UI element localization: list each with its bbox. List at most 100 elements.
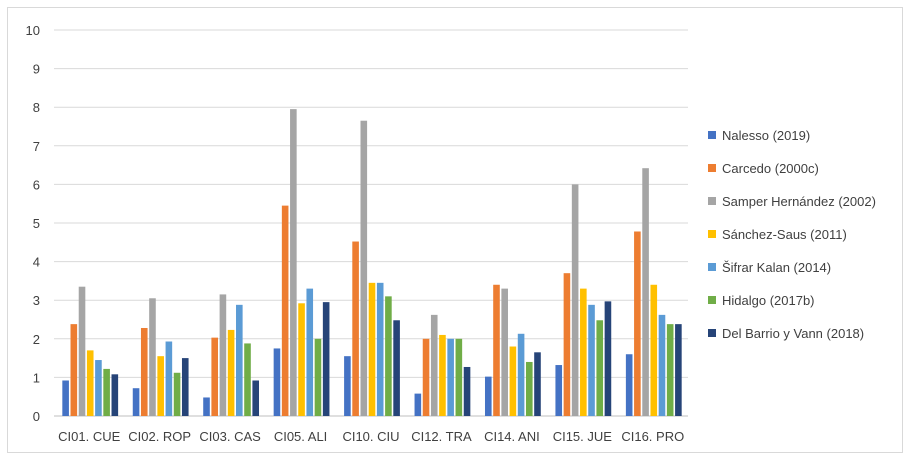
bar xyxy=(360,120,368,417)
legend-label: Nalesso (2019) xyxy=(722,128,810,143)
bar xyxy=(455,338,463,416)
bar xyxy=(132,388,140,416)
bar xyxy=(439,334,446,416)
legend-label: Samper Hernández (2002) xyxy=(722,194,876,209)
bar xyxy=(463,366,471,416)
y-axis: 0 1 2 3 4 5 6 7 8 9 10 xyxy=(26,23,40,424)
bar xyxy=(290,109,297,416)
bar xyxy=(322,302,330,416)
bar xyxy=(393,320,400,416)
bar xyxy=(571,184,579,416)
chart-area: 0 1 2 3 4 5 6 7 8 9 10 CI01. CUE CI02. ROP CI03. CAS… xyxy=(7,7,903,453)
legend-label: Del Barrio y Vann (2018) xyxy=(722,326,864,341)
bar xyxy=(493,284,500,416)
bar xyxy=(517,333,525,416)
bar xyxy=(634,231,641,416)
bar xyxy=(314,338,322,416)
bar xyxy=(385,296,392,416)
bar xyxy=(555,365,563,416)
bar xyxy=(281,205,289,416)
bar-chart: 0 1 2 3 4 5 6 7 8 9 10 CI01. CUE CI02. ROP CI03. CAS… xyxy=(26,23,876,444)
bars xyxy=(62,109,682,417)
legend: Nalesso (2019) Carcedo (2000c) Samper Hern… xyxy=(708,128,876,341)
x-category-label: CI10. CIU xyxy=(342,429,399,444)
legend-swatch xyxy=(708,131,716,139)
y-tick-label: 1 xyxy=(33,370,40,385)
legend-label: Hidalgo (2017b) xyxy=(722,293,815,308)
bar xyxy=(203,397,210,416)
bar xyxy=(211,337,219,416)
x-category-label: CI03. CAS xyxy=(199,429,261,444)
y-tick-label: 8 xyxy=(33,100,40,115)
legend-label: Sánchez-Saus (2011) xyxy=(722,227,847,242)
y-tick-label: 7 xyxy=(33,139,40,154)
bar xyxy=(298,303,305,416)
bar xyxy=(306,288,314,416)
bar xyxy=(604,301,612,416)
x-category-label: CI15. JUE xyxy=(553,429,613,444)
legend-swatch xyxy=(708,164,716,172)
bar xyxy=(149,298,156,416)
bar xyxy=(525,361,533,416)
bar xyxy=(140,327,148,416)
bar xyxy=(430,314,438,416)
bar xyxy=(422,338,430,416)
bar xyxy=(658,314,666,416)
bar xyxy=(484,376,492,416)
x-category-label: CI12. TRA xyxy=(411,429,472,444)
bar xyxy=(244,343,251,416)
y-tick-label: 6 xyxy=(33,177,40,192)
bar xyxy=(173,372,181,416)
legend-swatch xyxy=(708,296,716,304)
bar xyxy=(675,324,682,416)
bar xyxy=(501,288,508,416)
bar xyxy=(62,380,69,416)
y-tick-label: 0 xyxy=(33,409,40,424)
bar xyxy=(588,304,595,416)
bar xyxy=(111,374,119,416)
bar xyxy=(181,358,189,416)
bar xyxy=(625,354,633,416)
bar xyxy=(236,304,243,416)
bar xyxy=(95,360,102,416)
bar xyxy=(86,350,94,416)
legend-swatch xyxy=(708,197,716,205)
bar xyxy=(447,338,454,416)
x-category-label: CI16. PRO xyxy=(621,429,684,444)
y-tick-label: 4 xyxy=(33,255,40,270)
bar xyxy=(219,294,227,416)
y-tick-label: 9 xyxy=(33,62,40,77)
bar xyxy=(580,288,587,416)
bar xyxy=(273,348,281,416)
bar xyxy=(344,356,351,416)
bar xyxy=(650,284,658,416)
legend-label: Šifrar Kalan (2014) xyxy=(722,260,831,275)
bar xyxy=(227,329,235,416)
bar xyxy=(534,352,541,416)
bar xyxy=(78,286,86,416)
y-tick-label: 5 xyxy=(33,216,40,231)
bar xyxy=(414,393,422,416)
x-category-label: CI02. ROP xyxy=(128,429,191,444)
bar xyxy=(165,341,173,416)
x-category-label: CI05. ALI xyxy=(274,429,327,444)
bar xyxy=(376,282,384,416)
legend-swatch xyxy=(708,230,716,238)
x-category-label: CI01. CUE xyxy=(58,429,120,444)
legend-swatch xyxy=(708,263,716,271)
bar xyxy=(103,368,110,416)
bar xyxy=(157,356,164,416)
y-tick-label: 10 xyxy=(26,23,40,38)
bar xyxy=(642,168,649,416)
x-axis: CI01. CUE CI02. ROP CI03. CAS CI05. ALI CI10… xyxy=(58,429,684,444)
bar xyxy=(596,320,604,416)
bar xyxy=(563,273,571,416)
legend-label: Carcedo (2000c) xyxy=(722,161,819,176)
bar xyxy=(252,380,260,416)
bar xyxy=(368,282,376,416)
y-tick-label: 2 xyxy=(33,332,40,347)
bar xyxy=(666,324,674,416)
x-category-label: CI14. ANI xyxy=(484,429,540,444)
y-tick-label: 3 xyxy=(33,293,40,308)
bar xyxy=(352,241,359,416)
